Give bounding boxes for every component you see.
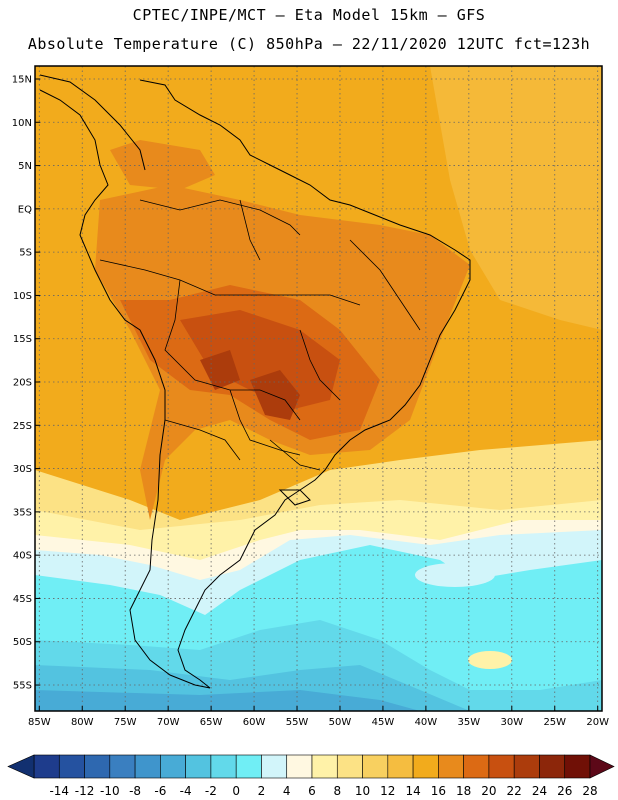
colorbar-label: 12 (380, 784, 395, 798)
lat-label: 25S (13, 421, 32, 432)
colorbar-swatch (564, 754, 591, 779)
map-frame (34, 65, 603, 712)
colorbar-label: -6 (154, 784, 166, 798)
lat-label: 10N (12, 118, 32, 129)
colorbar-swatch (210, 754, 237, 779)
lat-label: 45S (13, 594, 32, 605)
lon-label: 30W (500, 717, 523, 728)
map-title-line1: CPTEC/INPE/MCT – Eta Model 15km – GFS (132, 6, 486, 24)
coastlines (39, 74, 471, 689)
colorbar-swatch (336, 754, 363, 779)
colorbar-label: 8 (333, 784, 341, 798)
colorbar-label: 2 (258, 784, 266, 798)
colorbar-label: -10 (100, 784, 120, 798)
lon-label: 40W (415, 717, 438, 728)
lat-label: 5S (19, 248, 32, 259)
lat-label: 30S (13, 464, 32, 475)
lat-label: 15S (13, 334, 32, 345)
colorbar-swatch (58, 754, 85, 779)
colorbar-swatch (362, 754, 389, 779)
colorbar-label: 22 (507, 784, 522, 798)
lon-label: 65W (200, 717, 223, 728)
colorbar-swatch (84, 754, 111, 779)
colorbar-swatch (412, 754, 439, 779)
colorbar-swatch (539, 754, 566, 779)
lon-label: 85W (28, 717, 51, 728)
colorbar-label: -14 (49, 784, 69, 798)
lat-label: 55S (13, 681, 32, 692)
country-borders (99, 199, 421, 471)
lon-label: 45W (372, 717, 395, 728)
colorbar-swatch (488, 754, 515, 779)
colorbar-label: 10 (355, 784, 370, 798)
gridlines (35, 66, 602, 711)
lat-label: 35S (13, 507, 32, 518)
lat-label: 20S (13, 378, 32, 389)
colorbar-swatch (134, 754, 161, 779)
longitude-labels: 85W 80W 75W 70W 65W 60W 55W 50W 45W 40W 35W 30W 25W 2… (28, 706, 609, 728)
latitude-labels: 15N 10N 5N EQ 5S 10S 15S 20S 25S 30S 35S 40S 45S 50S 5… (12, 74, 40, 692)
colorbar-swatch (286, 754, 313, 779)
temperature-field (35, 66, 602, 711)
lat-label: 10S (13, 291, 32, 302)
colorbar-label: 26 (557, 784, 572, 798)
colorbar-labels: -14 -12 -10 -8 -6 -4 -2 0 2 4 6 8 10 12 14 16 18 20 22 24 26… (49, 784, 597, 798)
colorbar-swatch (387, 754, 414, 779)
colorbar-label: 14 (405, 784, 420, 798)
colorbar-swatch (109, 754, 136, 779)
colorbar (7, 754, 615, 779)
lon-label: 60W (243, 717, 266, 728)
lat-label: 50S (13, 637, 32, 648)
colorbar-high-arrow (589, 754, 615, 779)
colorbar-swatch (33, 754, 60, 779)
colorbar-swatch (185, 754, 212, 779)
colorbar-label: 28 (582, 784, 597, 798)
colorbar-swatch (463, 754, 490, 779)
colorbar-swatch (513, 754, 540, 779)
colorbar-swatch (261, 754, 288, 779)
colorbar-label: 0 (232, 784, 240, 798)
colorbar-label: 18 (456, 784, 471, 798)
colorbar-swatch (311, 754, 338, 779)
lon-label: 80W (71, 717, 94, 728)
colorbar-swatch (235, 754, 262, 779)
lat-label: 15N (12, 74, 32, 85)
lon-label: 55W (286, 717, 309, 728)
colorbar-label: 6 (308, 784, 316, 798)
colorbar-label: -2 (205, 784, 217, 798)
lon-label: 50W (329, 717, 352, 728)
colorbar-label: 4 (283, 784, 291, 798)
colorbar-label: -4 (180, 784, 192, 798)
colorbar-low-arrow (7, 754, 35, 779)
lon-label: 75W (114, 717, 137, 728)
colorbar-swatch (438, 754, 464, 779)
lat-label: 5N (18, 161, 32, 172)
colorbar-label: -8 (129, 784, 141, 798)
lon-label: 70W (157, 717, 180, 728)
lon-label: 20W (586, 717, 609, 728)
lon-label: 35W (458, 717, 481, 728)
lat-label: EQ (18, 204, 32, 215)
lat-label: 40S (13, 551, 32, 562)
colorbar-label: 20 (481, 784, 496, 798)
colorbar-label: 24 (532, 784, 547, 798)
map-title-line2: Absolute Temperature (C) 850hPa – 22/11/… (27, 35, 591, 53)
lon-label: 25W (543, 717, 566, 728)
colorbar-swatch (160, 754, 186, 779)
colorbar-label: 16 (431, 784, 446, 798)
colorbar-label: -12 (75, 784, 95, 798)
